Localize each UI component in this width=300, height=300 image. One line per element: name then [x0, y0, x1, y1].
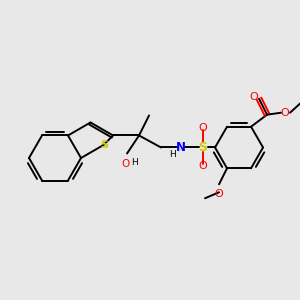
Text: O: O: [250, 92, 258, 102]
Text: O: O: [281, 108, 290, 118]
Text: S: S: [199, 141, 208, 154]
Text: S: S: [100, 140, 109, 150]
Text: N: N: [176, 141, 186, 154]
Text: O: O: [199, 161, 207, 172]
Text: H: H: [169, 150, 176, 159]
Text: O: O: [121, 160, 129, 170]
Text: O: O: [215, 189, 224, 199]
Text: O: O: [199, 124, 207, 134]
Text: H: H: [131, 158, 137, 167]
